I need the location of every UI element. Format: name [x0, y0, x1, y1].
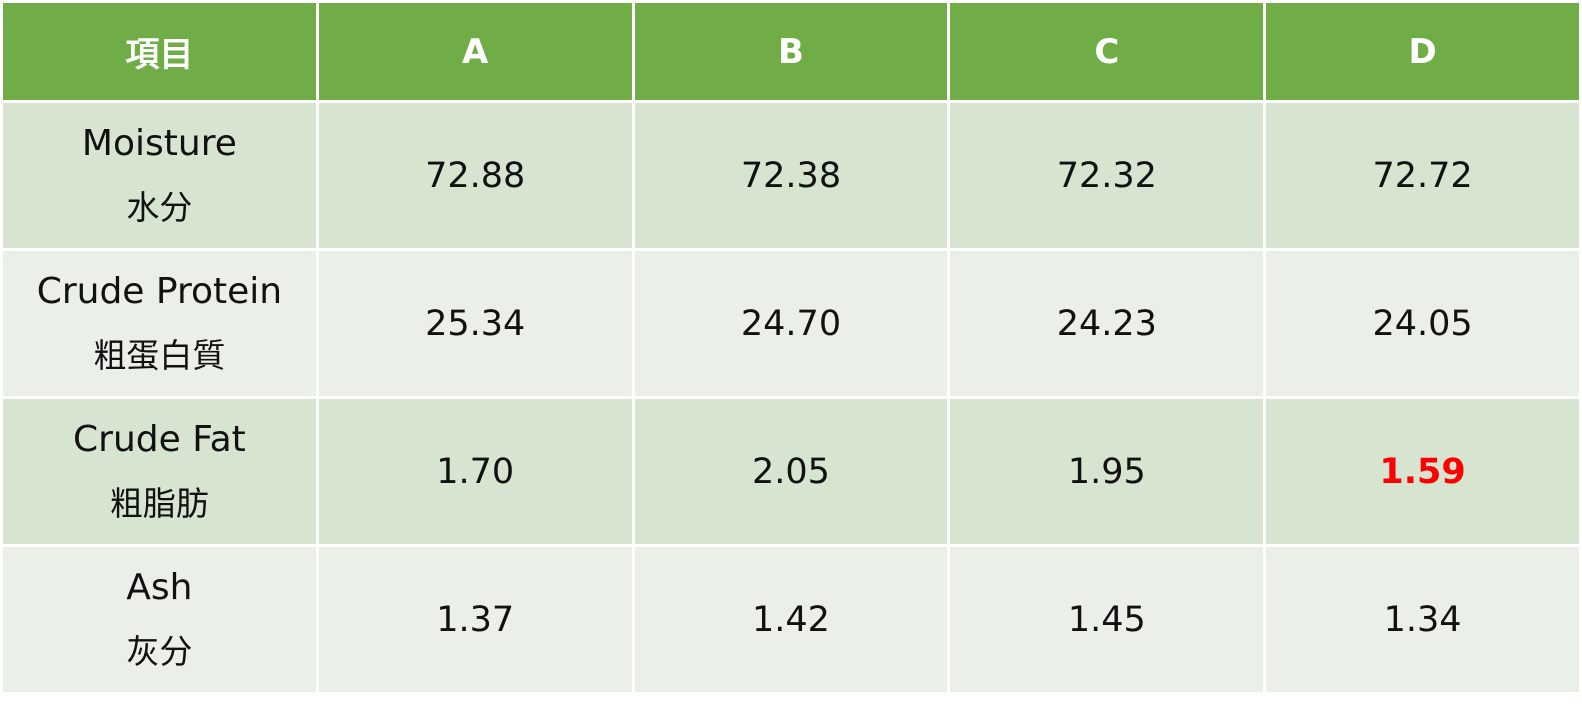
- header-d: D: [1266, 3, 1579, 100]
- header-item: 項目: [3, 3, 316, 100]
- value-cell-b: 24.70: [634, 251, 948, 396]
- table-row-crude-fat: Crude Fat 粗脂肪 1.70 2.05 1.95 1.59: [3, 399, 1579, 544]
- value-cell-c: 1.95: [950, 399, 1264, 544]
- header-b: B: [634, 3, 948, 100]
- nutrition-table: 項目 A B C D Moisture 水分 72.88 72.38 72.32…: [3, 3, 1579, 692]
- value-cell-c: 1.45: [950, 547, 1264, 692]
- table-row-ash: Ash 灰分 1.37 1.42 1.45 1.34: [3, 547, 1579, 692]
- header-c: C: [950, 3, 1264, 100]
- value-cell-a: 1.37: [318, 547, 632, 692]
- item-cell: Ash 灰分: [3, 547, 316, 692]
- item-name-en: Crude Fat: [73, 418, 246, 460]
- table-row-moisture: Moisture 水分 72.88 72.38 72.32 72.72: [3, 103, 1579, 248]
- item-name-zh: 灰分: [126, 631, 193, 671]
- value-cell-b: 72.38: [634, 103, 948, 248]
- table-row-crude-protein: Crude Protein 粗蛋白質 25.34 24.70 24.23 24.…: [3, 251, 1579, 396]
- item-name-zh: 粗脂肪: [109, 483, 209, 523]
- value-cell-a: 1.70: [318, 399, 632, 544]
- value-cell-a: 25.34: [318, 251, 632, 396]
- value-cell-d: 72.72: [1266, 103, 1579, 248]
- item-name-en: Crude Protein: [36, 270, 283, 312]
- value-cell-b: 2.05: [634, 399, 948, 544]
- item-cell: Crude Fat 粗脂肪: [3, 399, 316, 544]
- value-cell-c: 72.32: [950, 103, 1264, 248]
- value-cell-d: 24.05: [1266, 251, 1579, 396]
- value-cell-d: 1.34: [1266, 547, 1579, 692]
- item-name-zh: 粗蛋白質: [93, 335, 226, 375]
- header-a: A: [318, 3, 632, 100]
- table-header-row: 項目 A B C D: [3, 3, 1579, 100]
- value-cell-a: 72.88: [318, 103, 632, 248]
- value-cell-b: 1.42: [634, 547, 948, 692]
- item-name-en: Moisture: [81, 122, 237, 164]
- item-cell: Moisture 水分: [3, 103, 316, 248]
- item-name-zh: 水分: [126, 187, 193, 227]
- value-cell-d-highlighted: 1.59: [1266, 399, 1579, 544]
- item-name-en: Ash: [126, 566, 193, 608]
- item-cell: Crude Protein 粗蛋白質: [3, 251, 316, 396]
- value-cell-c: 24.23: [950, 251, 1264, 396]
